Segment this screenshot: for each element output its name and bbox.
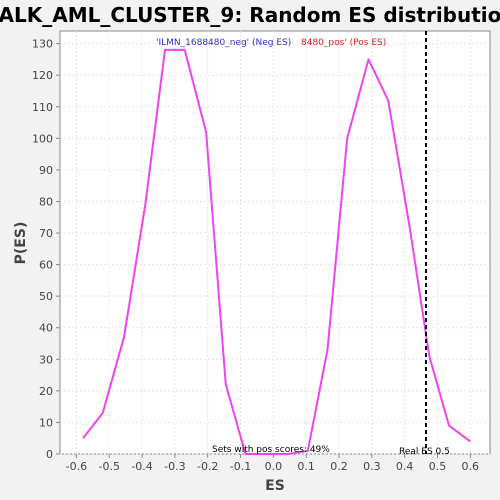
real-es-label: Real ES 0.5 (399, 447, 450, 457)
y-tick-label: 40 (39, 322, 53, 335)
x-tick-label: -0.2 (197, 460, 218, 473)
es-distribution-line (82, 48, 471, 455)
neg-es-label: 'ILMN_1688480_neg' (Neg ES) (156, 38, 291, 48)
y-tick-label: 110 (32, 101, 53, 114)
x-axis-ticks: -0.6 -0.5 -0.4 -0.3 -0.2 -0.1 0.0 0.1 0.2 0.3 0.4 0… (66, 454, 479, 473)
x-tick-label: 0.1 (297, 460, 315, 473)
y-tick-label: 80 (39, 195, 53, 208)
y-tick-label: 90 (39, 164, 53, 177)
y-tick-label: 100 (32, 132, 53, 145)
y-tick-label: 20 (39, 385, 53, 398)
y-tick-label: 0 (46, 448, 53, 461)
x-tick-label: -0.5 (99, 460, 120, 473)
y-axis-label: P(ES) (13, 222, 29, 265)
x-tick-label: 0.5 (429, 460, 447, 473)
x-tick-label: 0.4 (396, 460, 414, 473)
sets-with-pos-scores-label: Sets with pos scores: 49% (212, 445, 330, 455)
x-tick-label: 0.2 (330, 460, 348, 473)
y-tick-label: 10 (39, 416, 53, 429)
y-tick-label: 70 (39, 227, 53, 240)
x-tick-label: -0.4 (131, 460, 152, 473)
y-tick-label: 120 (32, 69, 53, 82)
x-tick-label: -0.6 (66, 460, 87, 473)
x-axis-label: ES (265, 478, 285, 494)
y-tick-label: 30 (39, 353, 53, 366)
series-group (82, 48, 471, 455)
y-tick-label: 50 (39, 290, 53, 303)
x-tick-label: 0.0 (265, 460, 283, 473)
x-tick-label: 0.3 (363, 460, 381, 473)
y-axis-ticks: 0 10 20 30 40 50 60 70 80 90 100 110 120 130 (32, 38, 60, 461)
chart-title: VALK_AML_CLUSTER_9: Random ES distributi… (0, 3, 500, 27)
x-tick-label: -0.3 (164, 460, 185, 473)
y-tick-label: 60 (39, 259, 53, 272)
x-tick-label: -0.1 (230, 460, 251, 473)
pos-es-label: 8480_pos' (Pos ES) (301, 38, 386, 48)
plot-area (59, 30, 491, 455)
y-tick-label: 130 (32, 38, 53, 51)
x-tick-label: 0.6 (462, 460, 480, 473)
